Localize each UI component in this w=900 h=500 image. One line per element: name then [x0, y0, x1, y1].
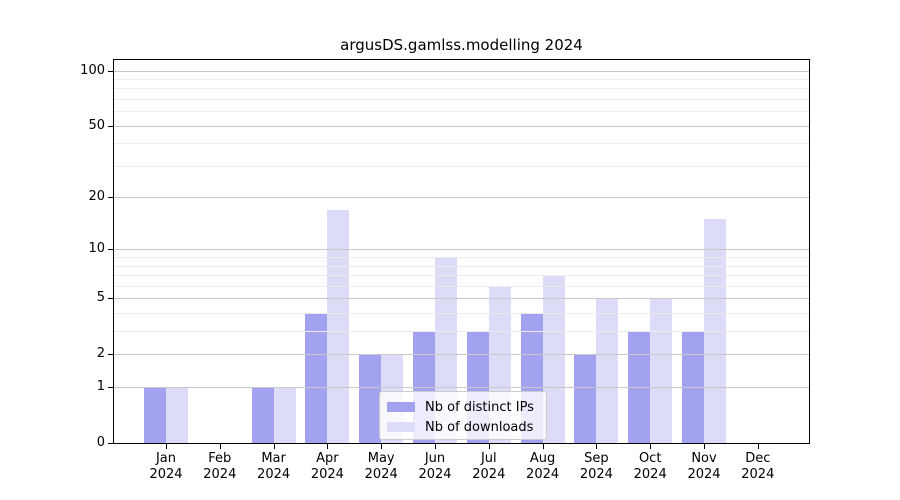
- x-axis-label-dec: Dec 2024: [741, 451, 775, 482]
- x-axis-tick-nov: [704, 444, 705, 449]
- x-axis-tick-jul: [488, 444, 490, 449]
- bar-downloads-mar: [273, 387, 296, 443]
- y-axis-tick-100: [108, 70, 113, 72]
- x-axis-label-apr: Apr 2024: [310, 451, 344, 482]
- gridline-minor-y40: [114, 143, 809, 145]
- gridline-major-y2: [114, 354, 809, 356]
- gridline-minor-y30: [114, 165, 809, 167]
- x-axis-tick-aug: [542, 444, 544, 449]
- x-axis-label-nov: Nov 2024: [687, 451, 721, 482]
- bar-downloads-oct: [650, 298, 673, 443]
- bar-downloads-sep: [596, 298, 619, 443]
- y-axis-tick-2: [108, 354, 113, 356]
- legend-label-distinct-ips: Nb of distinct IPs: [425, 399, 534, 415]
- x-axis-label-mar: Mar 2024: [257, 451, 291, 482]
- gridline-minor-y3: [114, 331, 809, 333]
- y-axis-label-20: 20: [88, 189, 105, 205]
- legend-label-downloads: Nb of downloads: [425, 419, 534, 435]
- gridline-major-y50: [114, 125, 809, 127]
- gridline-minor-y8: [114, 265, 809, 267]
- legend-swatch-distinct-ips-icon: [387, 402, 415, 412]
- y-axis-label-5: 5: [96, 290, 105, 306]
- y-axis-label-10: 10: [88, 241, 105, 257]
- x-axis-tick-sep: [596, 444, 598, 449]
- x-axis-label-feb: Feb 2024: [203, 451, 237, 482]
- y-axis-tick-0: [108, 443, 113, 444]
- x-axis-tick-apr: [327, 444, 329, 449]
- bar-distinct-ips-may: [359, 354, 382, 443]
- y-axis-label-50: 50: [88, 117, 105, 133]
- gridline-minor-y60: [114, 111, 809, 113]
- gridline-minor-y7: [114, 275, 809, 277]
- y-axis-tick-5: [108, 298, 113, 300]
- y-axis-tick-20: [108, 197, 113, 199]
- x-axis-tick-mar: [273, 444, 275, 449]
- bar-distinct-ips-sep: [574, 354, 597, 443]
- x-axis-tick-oct: [650, 444, 652, 449]
- legend-item-distinct-ips: Nb of distinct IPs: [387, 397, 546, 417]
- x-axis-label-jul: Jul 2024: [472, 451, 506, 482]
- legend: Nb of distinct IPs Nb of downloads: [379, 391, 547, 440]
- y-axis-label-1: 1: [96, 379, 105, 395]
- y-axis-label-0: 0: [96, 435, 105, 450]
- gridline-major-y10: [114, 249, 809, 251]
- gridline-major-y100: [114, 70, 809, 72]
- gridline-major-y20: [114, 197, 809, 199]
- gridline-major-y5: [114, 298, 809, 300]
- gridline-minor-y90: [114, 78, 809, 80]
- x-axis-label-sep: Sep 2024: [579, 451, 613, 482]
- bar-distinct-ips-jan: [144, 387, 166, 443]
- gridline-minor-y70: [114, 99, 809, 100]
- bar-distinct-ips-oct: [628, 331, 651, 443]
- plot-area: [113, 59, 810, 444]
- x-axis-tick-jan: [166, 444, 167, 449]
- y-axis-tick-1: [108, 387, 113, 389]
- x-axis-tick-jun: [435, 444, 436, 449]
- y-axis-label-100: 100: [80, 62, 105, 78]
- x-axis-label-aug: Aug 2024: [526, 451, 560, 482]
- bar-downloads-aug: [542, 275, 565, 443]
- x-axis-label-may: May 2024: [364, 451, 398, 482]
- x-axis-tick-feb: [219, 444, 221, 449]
- gridline-minor-y80: [114, 88, 809, 90]
- y-axis-tick-50: [108, 125, 113, 127]
- chart-title: argusDS.gamlss.modelling 2024: [340, 36, 583, 54]
- gridline-minor-y6: [114, 285, 809, 287]
- legend-item-downloads: Nb of downloads: [387, 417, 546, 437]
- bar-distinct-ips-mar: [251, 387, 274, 443]
- gridline-major-y1: [114, 387, 809, 389]
- y-axis-label-2: 2: [96, 346, 105, 362]
- x-axis-label-jun: Jun 2024: [418, 451, 452, 482]
- y-axis-tick-10: [108, 249, 113, 251]
- legend-swatch-downloads-icon: [387, 422, 415, 432]
- gridline-minor-y9: [114, 257, 809, 259]
- bar-distinct-ips-apr: [305, 313, 328, 443]
- gridline-minor-y4: [114, 313, 809, 315]
- bar-distinct-ips-nov: [682, 331, 704, 443]
- x-axis-tick-may: [381, 444, 383, 449]
- x-axis-label-jan: Jan 2024: [149, 451, 183, 482]
- bar-downloads-jan: [166, 387, 188, 443]
- x-axis-label-oct: Oct 2024: [633, 451, 667, 482]
- bar-downloads-apr: [327, 209, 350, 443]
- bar-downloads-nov: [704, 219, 726, 443]
- x-axis-tick-dec: [757, 444, 759, 449]
